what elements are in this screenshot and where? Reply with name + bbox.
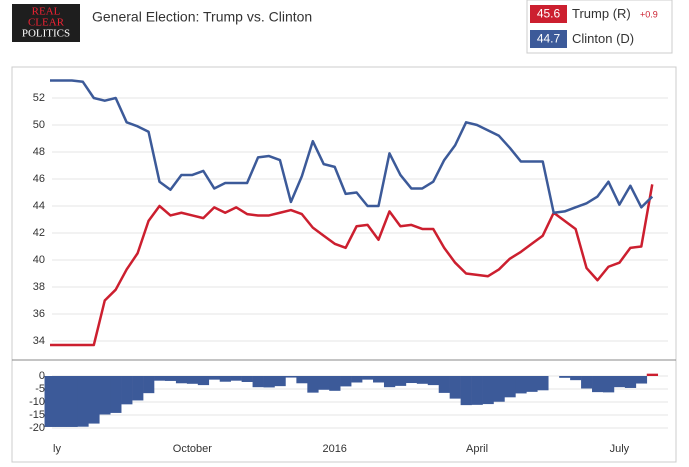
legend-value: 45.6 <box>537 7 561 21</box>
spread-bar <box>613 376 626 388</box>
y-tick-label: 46 <box>33 173 45 185</box>
spread-bar <box>559 376 571 378</box>
y-tick-label: 48 <box>33 146 45 158</box>
spread-bar <box>208 376 221 380</box>
series-line <box>50 79 654 214</box>
legend-change: +0.9 <box>640 9 658 19</box>
spread-bar <box>460 376 472 406</box>
logo-text: POLITICS <box>22 28 70 40</box>
spread-bar <box>526 376 538 392</box>
chart-title: General Election: Trump vs. Clinton <box>92 9 312 25</box>
x-tick-label: July <box>610 443 630 455</box>
y-tick-label: -15 <box>29 409 45 421</box>
spread-bar <box>285 376 297 378</box>
logo-text: REAL <box>32 6 61 18</box>
spread-bar <box>307 376 319 393</box>
spread-bar <box>570 376 582 381</box>
spread-bar <box>537 376 549 391</box>
spread-bar <box>263 376 275 388</box>
spread-bar <box>504 376 516 398</box>
spread-bar <box>602 376 615 393</box>
y-tick-label: -5 <box>35 383 45 395</box>
legend-label: Trump (R) <box>572 6 631 21</box>
spread-bar <box>99 376 111 415</box>
spread-bar <box>482 376 494 405</box>
legend-swatch <box>530 5 567 23</box>
spread-bar <box>197 376 210 386</box>
spread-bar <box>493 376 505 402</box>
spread-bar <box>274 376 286 387</box>
spread-bar <box>405 376 418 384</box>
spread-bar <box>318 376 330 390</box>
x-tick-label: October <box>173 443 212 455</box>
spread-bar <box>164 376 177 381</box>
legend-label: Clinton (D) <box>572 31 634 46</box>
spread-bar <box>646 373 659 376</box>
logo-box <box>12 4 80 42</box>
spread-bar <box>351 376 363 383</box>
y-tick-label: 50 <box>33 119 45 131</box>
y-tick-label: 0 <box>39 370 45 382</box>
x-tick-label: April <box>466 443 488 455</box>
spread-bar <box>241 376 253 382</box>
spread-bar <box>110 376 122 413</box>
y-tick-label: -10 <box>29 396 45 408</box>
spread-bar <box>329 376 341 391</box>
spread-bar <box>154 376 166 381</box>
spread-bar <box>394 376 407 386</box>
y-tick-label: 42 <box>33 227 45 239</box>
spread-bar <box>121 376 133 405</box>
spread-bar <box>66 376 78 427</box>
spread-bar <box>77 376 89 427</box>
series-line <box>50 184 654 347</box>
spread-bar <box>373 376 385 383</box>
spread-bar <box>438 376 450 393</box>
spread-bar <box>143 376 155 394</box>
spread-bar <box>427 376 440 386</box>
legend-swatch <box>530 30 567 48</box>
spread-bar <box>186 376 199 384</box>
x-tick-label: ly <box>53 443 61 455</box>
spread-bar <box>624 376 637 388</box>
spread-bar <box>340 376 352 387</box>
y-tick-label: 44 <box>33 200 45 212</box>
spread-bar <box>592 376 604 393</box>
y-tick-label: 40 <box>33 254 45 266</box>
spread-bar <box>471 376 483 405</box>
y-tick-label: 38 <box>33 281 45 293</box>
spread-bar <box>581 376 593 389</box>
spread-bar <box>362 376 374 380</box>
spread-bar <box>449 376 461 399</box>
spread-bar <box>383 376 396 388</box>
x-tick-label: 2016 <box>322 443 346 455</box>
spread-bar <box>296 376 308 384</box>
spread-bar <box>515 376 527 394</box>
spread-bar <box>55 376 67 427</box>
spread-bar <box>132 376 144 401</box>
y-tick-label: 36 <box>33 308 45 320</box>
spread-bar <box>219 376 231 382</box>
spread-bar <box>416 376 429 384</box>
spread-bar <box>44 376 56 427</box>
y-tick-label: 52 <box>33 92 45 104</box>
spread-bar <box>88 376 100 424</box>
chart-frame <box>11 66 677 463</box>
spread-bar <box>230 376 242 381</box>
y-tick-label: -20 <box>29 422 45 434</box>
spread-bar <box>635 376 648 384</box>
y-tick-label: 34 <box>33 335 45 347</box>
spread-bar <box>175 376 188 384</box>
spread-bar <box>252 376 264 388</box>
logo-text: CLEAR <box>28 17 65 29</box>
legend-value: 44.7 <box>537 32 561 46</box>
